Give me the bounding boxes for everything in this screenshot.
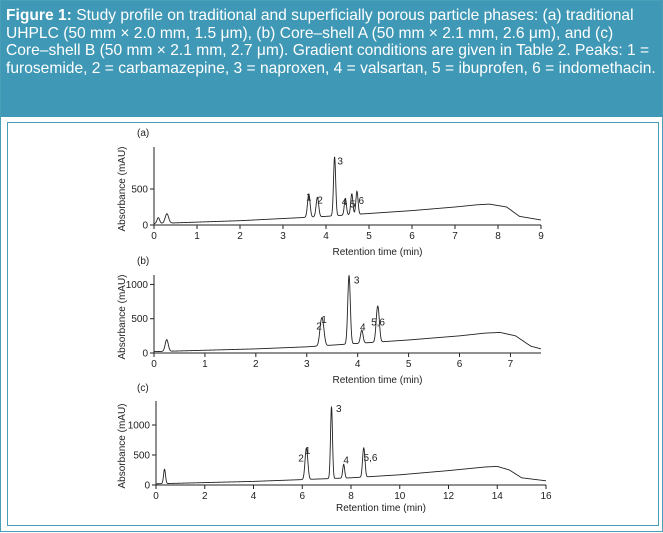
y-tick-label: 500	[131, 314, 148, 325]
x-tick-label: 16	[540, 491, 552, 502]
y-axis-title: Absorbance (mAU)	[117, 146, 128, 231]
peak-label: 4	[342, 197, 348, 208]
x-tick-label: 1	[194, 231, 200, 242]
x-tick-label: 8	[495, 231, 501, 242]
x-tick-label: 0	[153, 491, 159, 502]
caption-label: Figure 1:	[6, 7, 72, 24]
chromatogram-trace	[155, 406, 547, 485]
x-tick-label: 4	[355, 359, 361, 370]
x-tick-label: 2	[253, 359, 259, 370]
x-tick-label: 7	[508, 359, 514, 370]
x-tick-label: 2	[202, 491, 208, 502]
x-tick-label: 5	[366, 231, 372, 242]
peak-label: 2	[317, 195, 323, 206]
chromatogram-trace	[153, 275, 542, 353]
peak-label: 1	[305, 446, 311, 457]
peak-label: 4	[360, 322, 366, 333]
peak-label: 5,6	[371, 318, 385, 329]
x-tick-label: 3	[304, 359, 310, 370]
x-tick-label: 9	[538, 231, 544, 242]
peak-label: 5,6	[364, 453, 378, 464]
peak-label: 3	[337, 157, 343, 168]
panel-label: (c)	[137, 383, 149, 394]
x-tick-label: 0	[151, 359, 157, 370]
peak-label: 4	[343, 455, 349, 466]
x-tick-label: 8	[348, 491, 354, 502]
peak-label: 3	[354, 276, 360, 287]
x-tick-label: 14	[492, 491, 504, 502]
x-tick-label: 2	[237, 231, 243, 242]
caption-text: Study profile on traditional and superfi…	[6, 7, 656, 77]
peak-label: 1	[321, 315, 327, 326]
x-axis-title: Retention time (min)	[336, 503, 426, 514]
y-axis-title: Absorbance (mAU)	[117, 274, 128, 359]
peak-label: 6	[358, 196, 364, 207]
x-tick-label: 0	[151, 231, 157, 242]
y-tick-label: 0	[142, 221, 148, 232]
x-axis-title: Retention time (min)	[332, 247, 422, 258]
y-tick-label: 1000	[128, 421, 151, 432]
peak-label: 3	[336, 404, 342, 415]
panel-label: (a)	[137, 128, 149, 139]
x-tick-label: 4	[323, 231, 329, 242]
x-tick-label: 5	[406, 359, 412, 370]
x-tick-label: 1	[202, 359, 208, 370]
y-axis-title: Absorbance (mAU)	[117, 403, 128, 488]
peak-label: 1	[306, 193, 312, 204]
x-tick-label: 7	[452, 231, 458, 242]
x-axis-title: Retention time (min)	[332, 375, 422, 386]
x-tick-label: 6	[299, 491, 305, 502]
x-tick-label: 6	[457, 359, 463, 370]
y-tick-label: 500	[133, 451, 150, 462]
panel-label: (b)	[137, 256, 149, 267]
x-tick-label: 12	[443, 491, 455, 502]
chromatogram-trace	[153, 156, 542, 224]
peak-label: 5	[350, 200, 356, 211]
x-tick-label: 6	[409, 231, 415, 242]
x-tick-label: 10	[394, 491, 406, 502]
y-tick-label: 500	[131, 185, 148, 196]
y-tick-label: 0	[142, 349, 148, 360]
peak-label: 2	[316, 322, 322, 333]
y-tick-label: 0	[144, 481, 150, 492]
x-tick-label: 4	[251, 491, 257, 502]
figure-caption: Figure 1: Study profile on traditional a…	[1, 1, 662, 117]
y-tick-label: 1000	[126, 280, 149, 291]
peak-label: 2	[298, 454, 304, 465]
x-tick-label: 3	[280, 231, 286, 242]
